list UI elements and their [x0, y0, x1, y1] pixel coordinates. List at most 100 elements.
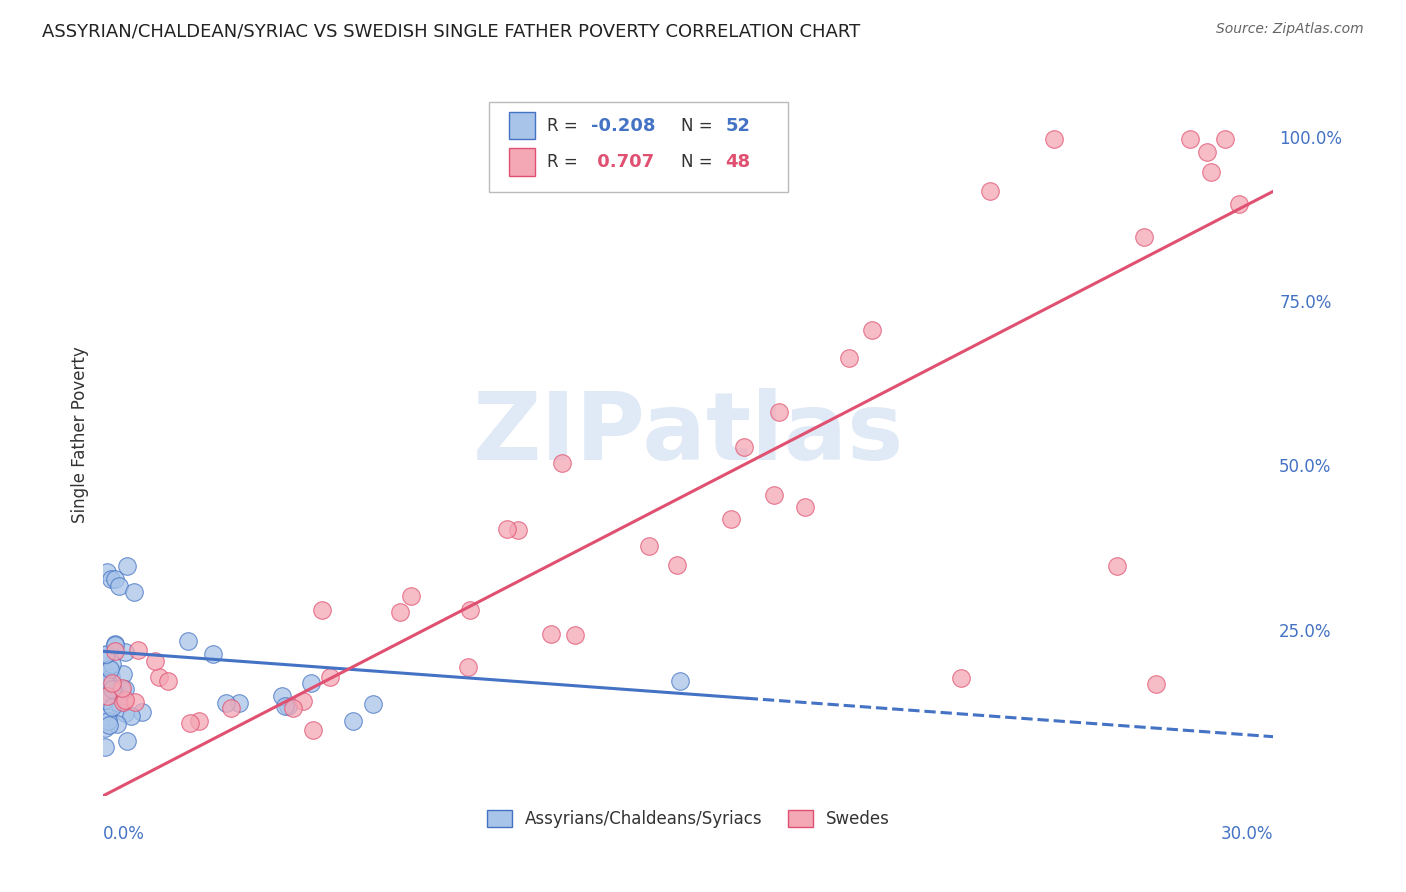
Point — [363, 697, 385, 711]
Point — [131, 705, 153, 719]
Point — [104, 679, 127, 693]
Point — [1043, 131, 1066, 145]
Text: 25.0%: 25.0% — [1279, 623, 1331, 640]
Point — [143, 654, 166, 668]
Point — [1132, 230, 1154, 244]
Point — [97, 717, 120, 731]
Point — [96, 566, 118, 580]
Point — [114, 692, 136, 706]
Point — [94, 721, 117, 735]
Text: 0.0%: 0.0% — [103, 825, 145, 843]
Point — [388, 605, 411, 619]
Text: ASSYRIAN/CHALDEAN/SYRIAC VS SWEDISH SINGLE FATHER POVERTY CORRELATION CHART: ASSYRIAN/CHALDEAN/SYRIAC VS SWEDISH SING… — [42, 22, 860, 40]
Point — [94, 674, 117, 689]
Text: -0.208: -0.208 — [591, 117, 655, 135]
Point — [1180, 131, 1202, 145]
Point — [202, 647, 225, 661]
Point — [669, 673, 692, 688]
Point — [111, 681, 134, 696]
Point — [228, 696, 250, 710]
Point — [107, 578, 129, 592]
Point — [551, 456, 574, 470]
Y-axis label: Single Father Poverty: Single Father Poverty — [72, 346, 89, 523]
Point — [127, 642, 149, 657]
Point — [838, 351, 860, 365]
Point — [124, 695, 146, 709]
Point — [94, 693, 117, 707]
Point — [311, 603, 333, 617]
FancyBboxPatch shape — [509, 112, 534, 139]
Point — [101, 682, 124, 697]
Text: R =: R = — [547, 153, 582, 171]
Point — [157, 674, 180, 689]
Point — [111, 683, 134, 698]
Point — [179, 715, 201, 730]
Point — [794, 500, 817, 514]
Point — [100, 657, 122, 671]
Point — [120, 709, 142, 723]
Text: ZIPatlas: ZIPatlas — [472, 388, 904, 481]
Point — [104, 638, 127, 652]
Point — [277, 699, 299, 714]
FancyBboxPatch shape — [489, 102, 787, 193]
Point — [94, 666, 117, 681]
Point — [177, 633, 200, 648]
Point — [98, 663, 121, 677]
Point — [124, 585, 146, 599]
Text: R =: R = — [547, 117, 582, 135]
Point — [299, 676, 322, 690]
Point — [1144, 677, 1167, 691]
Point — [1215, 131, 1237, 145]
Text: 75.0%: 75.0% — [1279, 294, 1331, 312]
Point — [215, 696, 238, 710]
Point — [97, 685, 120, 699]
Text: 0.707: 0.707 — [591, 153, 654, 171]
Point — [302, 723, 325, 738]
Point — [97, 714, 120, 729]
Point — [720, 511, 742, 525]
Point — [458, 603, 481, 617]
Point — [283, 701, 305, 715]
Point — [1199, 164, 1222, 178]
Point — [860, 323, 883, 337]
Text: N =: N = — [682, 117, 718, 135]
Point — [101, 700, 124, 714]
Point — [108, 696, 131, 710]
Point — [112, 695, 135, 709]
Point — [96, 689, 118, 703]
Point — [540, 627, 562, 641]
Point — [342, 714, 364, 728]
Point — [457, 660, 479, 674]
Point — [271, 689, 294, 703]
Point — [564, 628, 586, 642]
Text: Source: ZipAtlas.com: Source: ZipAtlas.com — [1216, 22, 1364, 37]
Point — [96, 710, 118, 724]
Point — [104, 637, 127, 651]
Point — [114, 706, 136, 720]
FancyBboxPatch shape — [509, 148, 534, 176]
Point — [98, 662, 121, 676]
Point — [666, 558, 689, 572]
Point — [292, 694, 315, 708]
Point — [1107, 558, 1129, 573]
Point — [762, 488, 785, 502]
Text: 100.0%: 100.0% — [1279, 129, 1343, 148]
Point — [319, 670, 342, 684]
Point — [101, 676, 124, 690]
Point — [115, 558, 138, 573]
Point — [104, 644, 127, 658]
Point — [100, 572, 122, 586]
Text: N =: N = — [682, 153, 718, 171]
Text: 50.0%: 50.0% — [1279, 458, 1331, 476]
Point — [219, 700, 242, 714]
Point — [94, 648, 117, 662]
Point — [187, 714, 209, 728]
Point — [638, 539, 661, 553]
Legend: Assyrians/Chaldeans/Syriacs, Swedes: Assyrians/Chaldeans/Syriacs, Swedes — [479, 803, 897, 835]
Point — [94, 647, 117, 661]
Point — [114, 645, 136, 659]
Text: 48: 48 — [725, 153, 751, 171]
Point — [508, 524, 530, 538]
Point — [148, 670, 170, 684]
Point — [768, 405, 790, 419]
